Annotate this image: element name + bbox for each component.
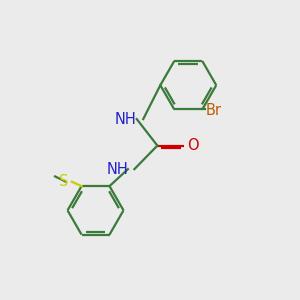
Text: Br: Br [206,103,222,118]
Text: S: S [59,174,68,189]
Text: NH: NH [106,162,128,177]
Text: O: O [187,138,198,153]
Text: NH: NH [115,112,137,127]
